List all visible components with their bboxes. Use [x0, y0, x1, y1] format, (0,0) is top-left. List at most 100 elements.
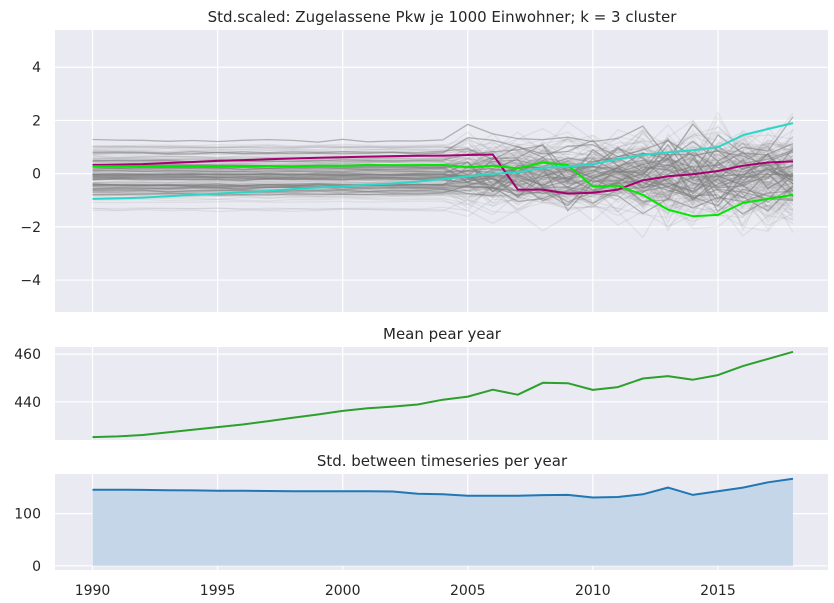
background-series-line [92, 155, 794, 194]
background-series-line [92, 152, 794, 196]
background-series-line [92, 171, 794, 215]
background-series-line [92, 162, 794, 214]
background-series-line [92, 157, 794, 196]
y-tick-label: 460 [14, 347, 41, 363]
y-tick-label: 2 [32, 113, 41, 129]
mean-y-ticks: 440 460 [14, 347, 41, 411]
background-series-line [92, 166, 794, 207]
background-series-line [92, 139, 794, 171]
background-series-line [92, 143, 794, 185]
x-tick-label: 1995 [200, 583, 236, 599]
background-series-line [92, 116, 794, 162]
background-series-line [92, 137, 794, 189]
x-tick-label: 2005 [450, 583, 486, 599]
background-series-line [92, 171, 794, 209]
background-series-line [92, 159, 794, 225]
cluster-panel: Std.scaled: Zugelassene Pkw je 1000 Einw… [20, 8, 828, 312]
background-series-line [92, 143, 794, 180]
background-series-line [92, 199, 794, 238]
background-series-line [92, 171, 794, 233]
background-series-line [92, 131, 794, 187]
background-series-line [92, 158, 794, 223]
background-series-line [92, 168, 794, 226]
background-series-line [92, 138, 794, 177]
background-series-line [92, 183, 794, 227]
y-tick-label: 4 [32, 60, 41, 76]
background-series-line [92, 111, 794, 162]
background-series-line [92, 147, 794, 200]
background-series-line [92, 144, 794, 195]
background-series-line [92, 169, 794, 205]
background-series-line [92, 157, 794, 192]
y-tick-label: −4 [20, 273, 41, 289]
background-series-line [92, 159, 794, 195]
background-series-line [92, 161, 794, 232]
background-series-line [92, 129, 794, 170]
background-series-line [92, 158, 794, 224]
background-series-line [92, 165, 794, 210]
background-series-line [92, 144, 794, 198]
background-series-line [92, 141, 794, 182]
background-series-line [92, 151, 794, 188]
background-series-line [92, 173, 794, 210]
background-series-line [92, 143, 794, 200]
background-series-line [92, 161, 794, 191]
background-series-line [92, 174, 794, 218]
std-chart-title: Std. between timeseries per year [317, 452, 568, 470]
background-series-line [92, 166, 794, 198]
background-series-line [92, 132, 794, 191]
background-series-line [92, 155, 794, 208]
background-series-line [92, 129, 793, 174]
background-series-line [92, 166, 794, 230]
background-series-line [92, 152, 794, 210]
mean-plot-area [55, 347, 828, 440]
background-series-line [92, 148, 794, 217]
background-series-line [92, 136, 794, 183]
background-series-line [92, 160, 794, 199]
background-series-line [92, 153, 794, 192]
background-series-line [92, 173, 794, 213]
background-series-line [92, 143, 794, 177]
background-series-line [92, 161, 794, 214]
background-series-line [92, 141, 794, 187]
mean-gridlines [55, 347, 828, 440]
background-series-line [92, 178, 794, 219]
background-series-line [92, 122, 794, 191]
background-series-line [92, 141, 794, 199]
background-series-line [92, 141, 794, 191]
background-series-line [92, 150, 794, 211]
background-series-line [92, 157, 794, 197]
background-series-line [92, 167, 794, 213]
background-series-line [92, 147, 794, 200]
cluster-line-3 [92, 122, 794, 200]
background-series-line [92, 161, 794, 210]
y-tick-label: 0 [32, 559, 41, 575]
background-series-line [92, 168, 794, 232]
mean-series-group [92, 350, 794, 439]
background-series-line [92, 131, 794, 174]
background-series-line [92, 154, 794, 195]
cluster-y-ticks: −4 −2 0 2 4 [20, 60, 41, 289]
background-series-line [92, 112, 794, 162]
background-series-line [92, 167, 794, 228]
background-series-line [92, 155, 794, 192]
background-series-line [92, 179, 794, 212]
background-series-line [92, 161, 794, 189]
background-series-line [92, 161, 794, 204]
background-series-line [92, 153, 794, 210]
background-series-line [92, 166, 794, 204]
background-series-line [92, 162, 794, 209]
background-series-line [92, 159, 794, 214]
background-series-line [92, 116, 794, 174]
background-series-line [92, 178, 794, 227]
background-series-line [92, 163, 794, 207]
background-series-line [92, 171, 794, 200]
std-y-ticks: 0 100 [14, 507, 41, 575]
background-series-line [92, 184, 794, 239]
background-series-line [92, 157, 794, 212]
background-series-line [92, 140, 794, 179]
std-area-fill [92, 478, 793, 566]
background-series-line [92, 122, 794, 160]
background-series-line [92, 159, 794, 194]
